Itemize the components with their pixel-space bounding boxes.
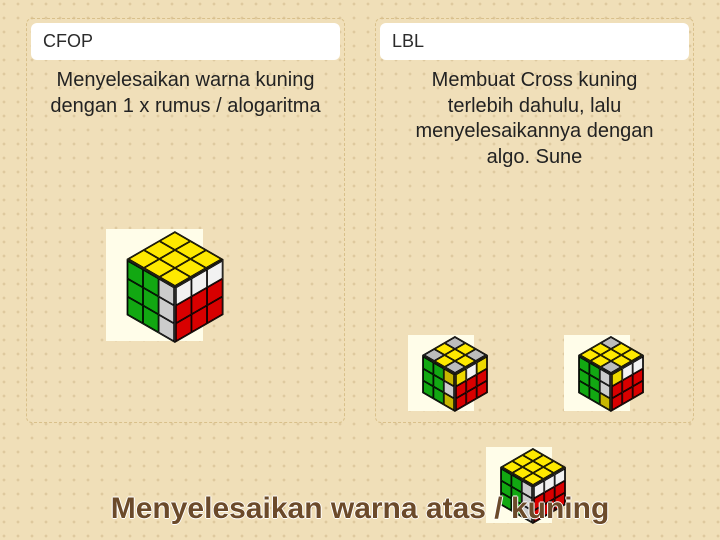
panel-lbl-title: LBL (380, 23, 689, 60)
slide-caption: Menyelesaikan warna atas / kuning (0, 492, 720, 526)
panels-row: CFOP Menyelesaikan warna kuning dengan 1… (26, 18, 694, 423)
cube (488, 466, 498, 476)
panel-cfop-desc: Menyelesaikan warna kuning dengan 1 x ru… (27, 66, 344, 123)
panel-cfop-title: CFOP (31, 23, 340, 60)
cube (410, 354, 420, 364)
slide: CFOP Menyelesaikan warna kuning dengan 1… (0, 0, 720, 423)
panel-lbl: LBL Membuat Cross kuning terlebih dahulu… (375, 18, 694, 423)
panel-lbl-desc: Membuat Cross kuning terlebih dahulu, la… (376, 66, 693, 174)
cube (566, 354, 576, 364)
cube (109, 258, 119, 268)
panel-cfop: CFOP Menyelesaikan warna kuning dengan 1… (26, 18, 345, 423)
